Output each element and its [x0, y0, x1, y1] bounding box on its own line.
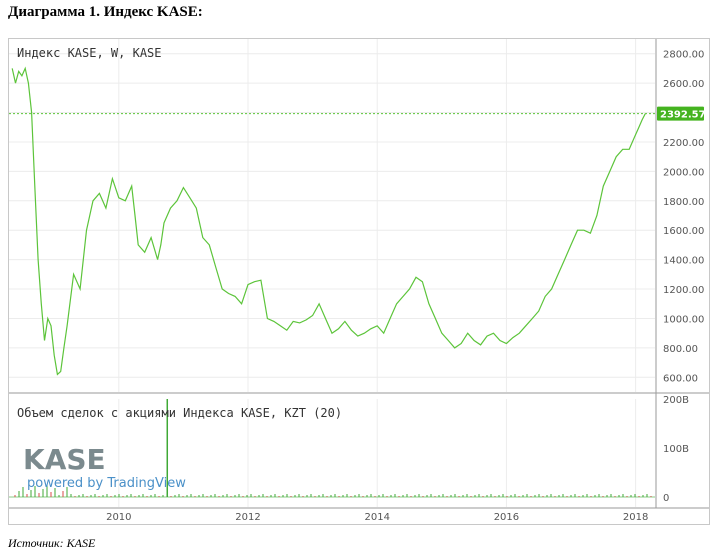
kase-index-line: [11, 66, 646, 376]
grid-lines: [9, 39, 655, 507]
price-tick-label: 1000.00: [663, 314, 704, 325]
last-value-text: 2392.57: [660, 110, 706, 121]
volume-tick-label: 100B: [663, 444, 689, 455]
price-axis: 2800.002600.002400.002200.002000.001800.…: [663, 50, 704, 385]
price-tick-label: 800.00: [663, 344, 698, 355]
volume-tick-label: 200B: [663, 395, 689, 406]
price-legend: Индекс KASE, W, KASE: [17, 46, 162, 60]
time-tick-label: 2016: [494, 512, 519, 523]
price-tick-label: 600.00: [663, 373, 698, 384]
price-tick-label: 1800.00: [663, 197, 704, 208]
price-tick-label: 2800.00: [663, 50, 704, 61]
kase-watermark-logo: KASE powered by TradingView: [23, 443, 186, 491]
svg-text:powered by TradingView: powered by TradingView: [27, 476, 186, 491]
svg-text:KASE: KASE: [23, 443, 106, 476]
price-tick-label: 2600.00: [663, 79, 704, 90]
volume-legend: Объем сделок с акциями Индекса KASE, KZT…: [17, 406, 342, 420]
time-axis: 2010 2012 2014 2016 2018: [106, 512, 648, 523]
volume-axis: 200B 100B 0: [663, 395, 689, 504]
time-tick-label: 2010: [106, 512, 131, 523]
kase-chart: 2800.002600.002400.002200.002000.001800.…: [9, 39, 709, 523]
last-value-badge: 2392.57: [657, 106, 706, 121]
price-tick-label: 2000.00: [663, 167, 704, 178]
volume-bars: [9, 485, 655, 498]
figure-caption: Диаграмма 1. Индекс KASE:: [8, 4, 203, 20]
time-tick-label: 2014: [364, 512, 389, 523]
source-note: Источник: KASE: [8, 536, 96, 550]
price-tick-label: 1400.00: [663, 256, 704, 267]
price-tick-label: 1200.00: [663, 285, 704, 296]
volume-tick-label: 0: [663, 493, 669, 504]
price-tick-label: 2200.00: [663, 138, 704, 149]
time-tick-label: 2018: [623, 512, 648, 523]
time-tick-label: 2012: [235, 512, 260, 523]
price-tick-label: 1600.00: [663, 226, 704, 237]
chart-frame: 2800.002600.002400.002200.002000.001800.…: [8, 38, 710, 525]
